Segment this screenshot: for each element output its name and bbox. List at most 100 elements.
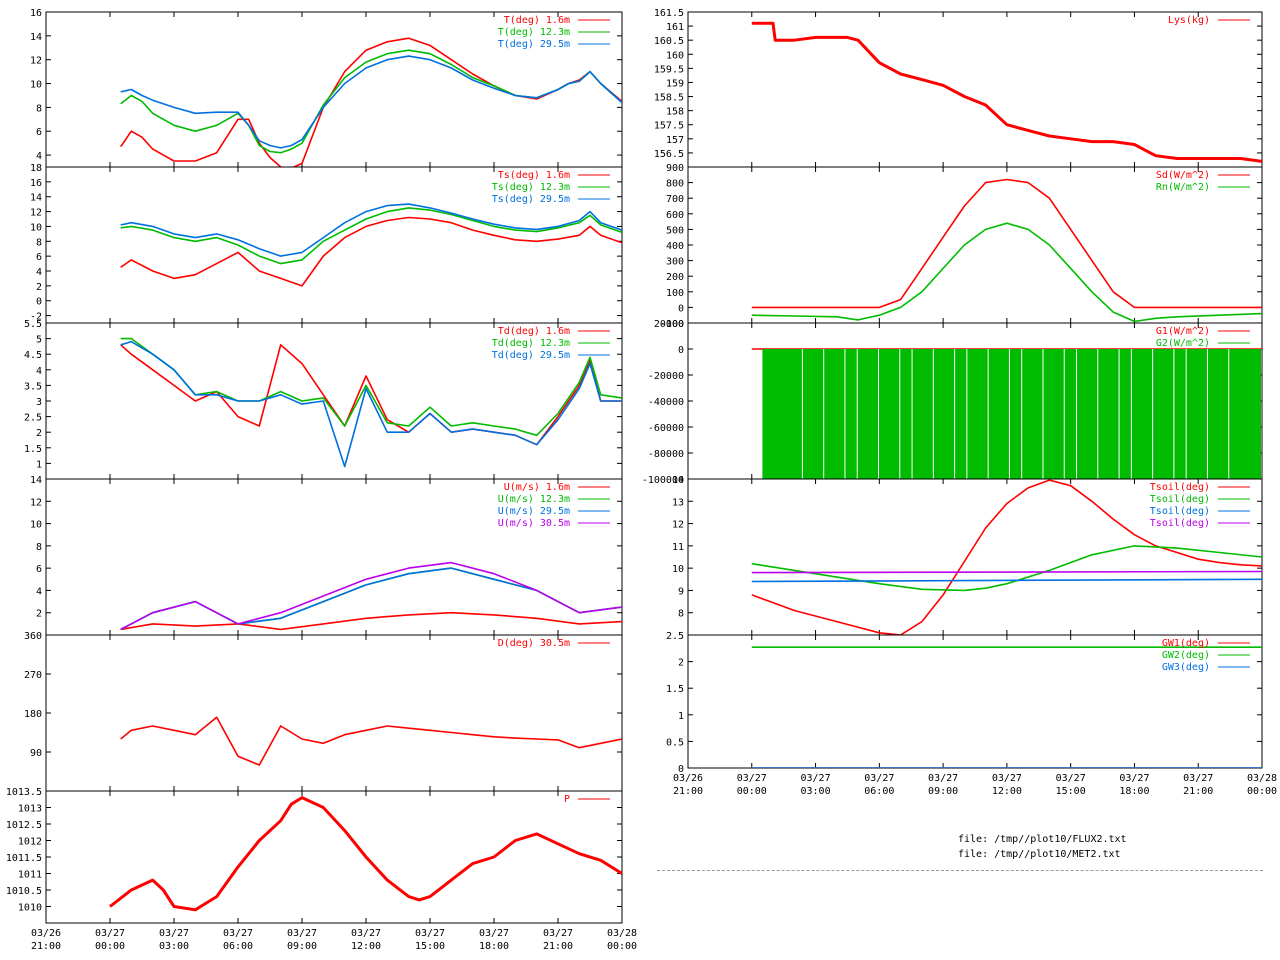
y-tick-label: 156.5 [654, 149, 684, 160]
panel-3: 11.522.533.544.555.5Td(deg) 1.6mTd(deg) … [24, 319, 623, 480]
x-date-label: 03/27 [223, 928, 253, 939]
x-time-label: 00:00 [95, 941, 125, 952]
legend-label: U(m/s) 12.3m [498, 494, 570, 505]
x-time-label: 21:00 [543, 941, 573, 952]
y-tick-label: 5 [36, 335, 42, 346]
series-group [751, 348, 1262, 479]
y-tick-label: 0 [678, 303, 684, 314]
series-line [120, 561, 622, 631]
y-tick-label: 1.5 [24, 444, 42, 455]
x-date-label: 03/27 [543, 928, 573, 939]
y-tick-label: 14 [30, 475, 42, 486]
x-date-label: 03/28 [607, 928, 637, 939]
series-line [120, 716, 622, 766]
x-time-label: 06:00 [864, 786, 894, 797]
x-time-label: 21:00 [673, 786, 703, 797]
legend-label: Tsoil(deg) [1150, 494, 1210, 505]
y-tick-label: 3.5 [24, 381, 42, 392]
footer-separator [657, 870, 1263, 871]
x-time-label: 18:00 [1119, 786, 1149, 797]
legend-label: Ts(deg) 12.3m [492, 182, 570, 193]
y-tick-label: -100000 [642, 475, 684, 486]
y-tick-label: 4.5 [24, 350, 42, 361]
y-tick-label: 300 [666, 257, 684, 268]
series-line [120, 207, 622, 265]
x-time-label: 09:00 [287, 941, 317, 952]
y-tick-label: 8 [678, 609, 684, 620]
y-tick-label: 1 [678, 711, 684, 722]
legend-label: T(deg) 29.5m [498, 39, 570, 50]
x-date-label: 03/28 [1247, 773, 1277, 784]
y-tick-label: 4 [36, 267, 42, 278]
series-line [120, 37, 622, 167]
legend-label: D(deg) 30.5m [498, 638, 570, 649]
y-tick-label: 5.5 [24, 319, 42, 330]
y-tick-label: 4 [36, 366, 42, 377]
legend-label: G2(W/m^2) [1156, 338, 1210, 349]
panel-7: 156.5 157 157.5 158 158.5 159 159.5 160 160.5 161… [654, 8, 1263, 168]
y-tick-label: 18 [30, 163, 42, 174]
y-tick-label: 1013 [18, 804, 42, 815]
series-group [751, 646, 1262, 768]
legend-label: GW3(deg) [1162, 662, 1210, 673]
y-tick-label: 12 [30, 497, 42, 508]
y-tick-label: 14 [30, 193, 42, 204]
y-tick-label: 700 [666, 194, 684, 205]
legend-label: Tsoil(deg) [1150, 518, 1210, 529]
y-tick-label: 1011.5 [6, 853, 42, 864]
series-group [120, 203, 622, 287]
y-tick-label: -40000 [648, 397, 684, 408]
legend-label: U(m/s) 30.5m [498, 518, 570, 529]
y-tick-label: 10 [30, 520, 42, 531]
y-tick-label: 4 [36, 151, 42, 162]
y-tick-label: 270 [24, 670, 42, 681]
x-date-label: 03/27 [95, 928, 125, 939]
y-tick-label: 4 [36, 586, 42, 597]
y-tick-label: 157 [666, 135, 684, 146]
x-date-label: 03/27 [992, 773, 1022, 784]
y-tick-label: 1012.5 [6, 820, 42, 831]
x-date-label: 03/27 [1183, 773, 1213, 784]
x-time-label: 18:00 [479, 941, 509, 952]
legend-label: GW2(deg) [1162, 650, 1210, 661]
y-tick-label: 159 [666, 78, 684, 89]
series-line [109, 796, 622, 912]
x-time-label: 03:00 [159, 941, 189, 952]
x-time-label: 15:00 [415, 941, 445, 952]
y-tick-label: 500 [666, 225, 684, 236]
x-time-label: 21:00 [1183, 786, 1213, 797]
y-tick-label: 12 [672, 520, 684, 531]
x-time-label: 09:00 [928, 786, 958, 797]
y-tick-label: 159.5 [654, 64, 684, 75]
y-tick-label: -100 [660, 319, 684, 330]
series-line [751, 479, 1262, 635]
y-tick-label: 2 [36, 282, 42, 293]
y-tick-label: 2 [36, 609, 42, 620]
y-tick-label: 3 [36, 397, 42, 408]
y-tick-label: 360 [24, 631, 42, 642]
series-line [751, 570, 1262, 574]
x-date-label: 03/27 [1056, 773, 1086, 784]
legend-label: U(m/s) 1.6m [504, 482, 570, 493]
panel-frame [45, 634, 623, 792]
legend-label: Tsoil(deg) [1150, 482, 1210, 493]
y-tick-label: 200 [666, 272, 684, 283]
y-tick-label: 8 [36, 237, 42, 248]
y-tick-label: 8 [36, 103, 42, 114]
y-tick-label: 2.5 [24, 413, 42, 424]
x-date-label: 03/27 [737, 773, 767, 784]
y-tick-label: 10 [672, 564, 684, 575]
x-time-label: 06:00 [223, 941, 253, 952]
x-date-label: 03/26 [31, 928, 61, 939]
y-tick-label: 180 [24, 709, 42, 720]
legend-label: Tsoil(deg) [1150, 506, 1210, 517]
legend-label: G1(W/m^2) [1156, 326, 1210, 337]
y-tick-label: 16 [30, 178, 42, 189]
y-tick-label: 10 [30, 222, 42, 233]
y-tick-label: 2 [678, 658, 684, 669]
x-date-label: 03/27 [415, 928, 445, 939]
panel-9: -100000 -80000 -60000 -40000 -20000 0 20000 G1(… [642, 319, 1263, 486]
legend-label: Sd(W/m^2) [1156, 170, 1210, 181]
y-tick-label: -20000 [648, 371, 684, 382]
